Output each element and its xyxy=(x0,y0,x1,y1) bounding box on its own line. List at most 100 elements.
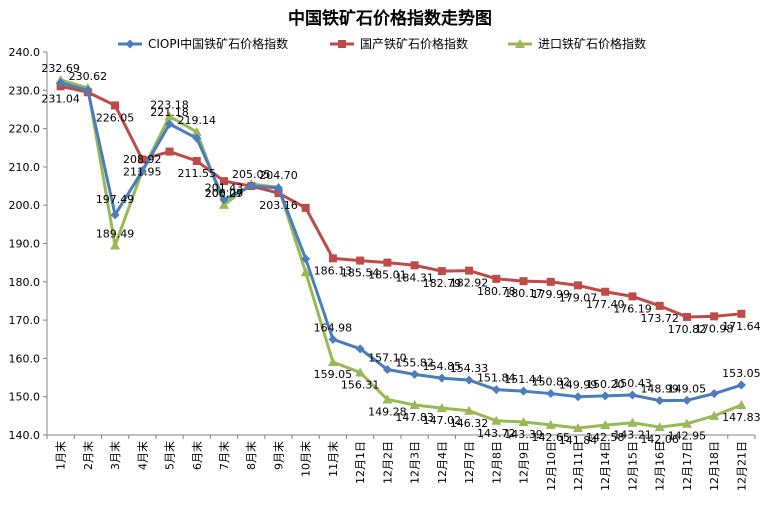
y-tick-label: 210.0 xyxy=(9,161,41,174)
data-point xyxy=(83,85,93,95)
legend-marker xyxy=(338,40,346,48)
data-label: 173.72 xyxy=(640,312,679,325)
y-tick-label: 170.0 xyxy=(9,314,41,327)
data-label: 201.43 xyxy=(205,182,244,195)
data-label: 147.83 xyxy=(722,411,761,424)
x-tick-label: 12月16日 xyxy=(654,441,667,491)
data-point xyxy=(464,405,475,415)
series-line xyxy=(60,84,742,319)
y-tick-label: 200.0 xyxy=(9,199,41,212)
data-point xyxy=(437,373,447,383)
legend-label: CIOPI中国铁矿石价格指数 xyxy=(148,36,288,51)
y-tick-label: 190.0 xyxy=(9,238,41,251)
y-tick-label: 160.0 xyxy=(9,352,41,365)
data-label: 153.05 xyxy=(722,367,761,380)
data-point xyxy=(546,277,555,286)
data-point xyxy=(491,385,501,395)
data-label: 182.92 xyxy=(450,277,489,290)
legend-marker xyxy=(515,39,525,48)
data-label: 185.54 xyxy=(341,267,380,280)
data-point xyxy=(192,156,201,165)
y-tick-label: 140.0 xyxy=(9,429,41,442)
x-tick-label: 12月2日 xyxy=(381,441,394,484)
data-label: 142.95 xyxy=(668,430,707,443)
data-label: 150.20 xyxy=(586,378,625,391)
x-tick-label: 12月3日 xyxy=(409,441,422,484)
data-point xyxy=(273,183,283,193)
data-label: 221.18 xyxy=(150,106,189,119)
data-label: 155.82 xyxy=(395,356,434,369)
data-point xyxy=(274,189,283,198)
data-point xyxy=(574,281,582,290)
data-label: 150.43 xyxy=(613,377,652,390)
x-tick-label: 12月21日 xyxy=(735,441,748,491)
data-point xyxy=(600,391,610,401)
data-label: 143.39 xyxy=(504,428,543,441)
data-point xyxy=(654,422,665,432)
data-label: 142.65 xyxy=(532,431,571,444)
data-point xyxy=(682,395,692,405)
data-label: 170.98 xyxy=(695,322,734,335)
data-label: 223.18 xyxy=(150,98,189,111)
x-tick-label: 12月10日 xyxy=(545,441,558,491)
data-label: 150.82 xyxy=(532,376,571,389)
data-label: 204.70 xyxy=(259,169,298,182)
y-tick-label: 230.0 xyxy=(9,84,41,97)
data-point xyxy=(356,256,365,265)
data-point xyxy=(600,420,611,430)
data-label: 170.82 xyxy=(668,323,707,336)
data-point xyxy=(219,199,229,209)
data-label: 230.62 xyxy=(69,70,108,83)
data-point xyxy=(410,369,420,379)
data-point xyxy=(465,266,474,275)
data-point xyxy=(519,277,528,286)
data-point xyxy=(655,396,665,406)
data-label: 232.69 xyxy=(41,62,80,75)
data-label: 147.02 xyxy=(423,414,462,427)
data-point xyxy=(437,267,446,276)
x-tick-label: 12月18日 xyxy=(708,441,721,491)
data-label: 179.99 xyxy=(532,288,571,301)
legend-label: 进口铁矿石价格指数 xyxy=(538,36,646,51)
data-label: 226.05 xyxy=(96,111,135,124)
data-point xyxy=(220,177,228,186)
series-line xyxy=(60,81,742,403)
x-tick-label: 12月17日 xyxy=(681,441,694,491)
data-point xyxy=(137,166,147,176)
x-tick-label: 12月7日 xyxy=(463,441,476,484)
data-label: 146.32 xyxy=(450,417,489,430)
data-point xyxy=(111,101,120,110)
data-label: 206.29 xyxy=(205,187,244,200)
data-point xyxy=(192,133,202,143)
data-point xyxy=(355,367,366,377)
data-point xyxy=(518,417,529,427)
y-tick-label: 150.0 xyxy=(9,391,41,404)
data-point xyxy=(327,357,338,367)
x-tick-label: 2月末 xyxy=(81,441,95,470)
data-label: 164.98 xyxy=(314,321,353,334)
data-point xyxy=(492,274,501,283)
data-point xyxy=(573,392,583,402)
data-point xyxy=(573,422,583,432)
data-label: 200.07 xyxy=(205,187,244,200)
legend-marker xyxy=(125,39,135,49)
data-label: 151.84 xyxy=(477,372,516,385)
data-label: 149.99 xyxy=(559,379,598,392)
data-point xyxy=(410,261,419,270)
data-label: 184.31 xyxy=(395,271,434,284)
data-label: 148.99 xyxy=(640,383,679,396)
data-point xyxy=(710,312,719,321)
data-label: 189.49 xyxy=(96,227,135,240)
data-point xyxy=(328,254,337,263)
data-label: 156.31 xyxy=(341,379,380,392)
x-tick-label: 11月末 xyxy=(326,441,340,477)
data-point xyxy=(110,210,120,220)
series-line xyxy=(60,78,742,430)
data-label: 177.40 xyxy=(586,298,625,311)
data-label: 179.07 xyxy=(559,291,598,304)
data-label: 142.06 xyxy=(640,433,679,446)
data-point xyxy=(491,415,502,425)
y-tick-label: 240.0 xyxy=(9,46,41,59)
data-point xyxy=(56,78,66,88)
